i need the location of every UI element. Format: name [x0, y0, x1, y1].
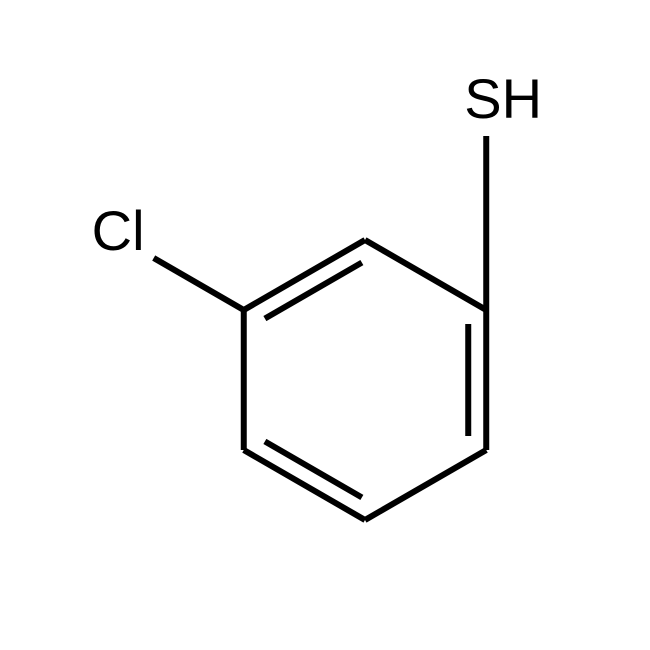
- atom-label: SH: [464, 67, 542, 130]
- bond-line: [365, 450, 486, 520]
- molecule-canvas: SH Cl: [0, 0, 650, 650]
- bond-line: [365, 240, 486, 310]
- bond-line: [154, 258, 244, 310]
- atom-label: Cl: [92, 199, 145, 262]
- bond-line: [244, 240, 365, 310]
- bond-line: [244, 450, 365, 520]
